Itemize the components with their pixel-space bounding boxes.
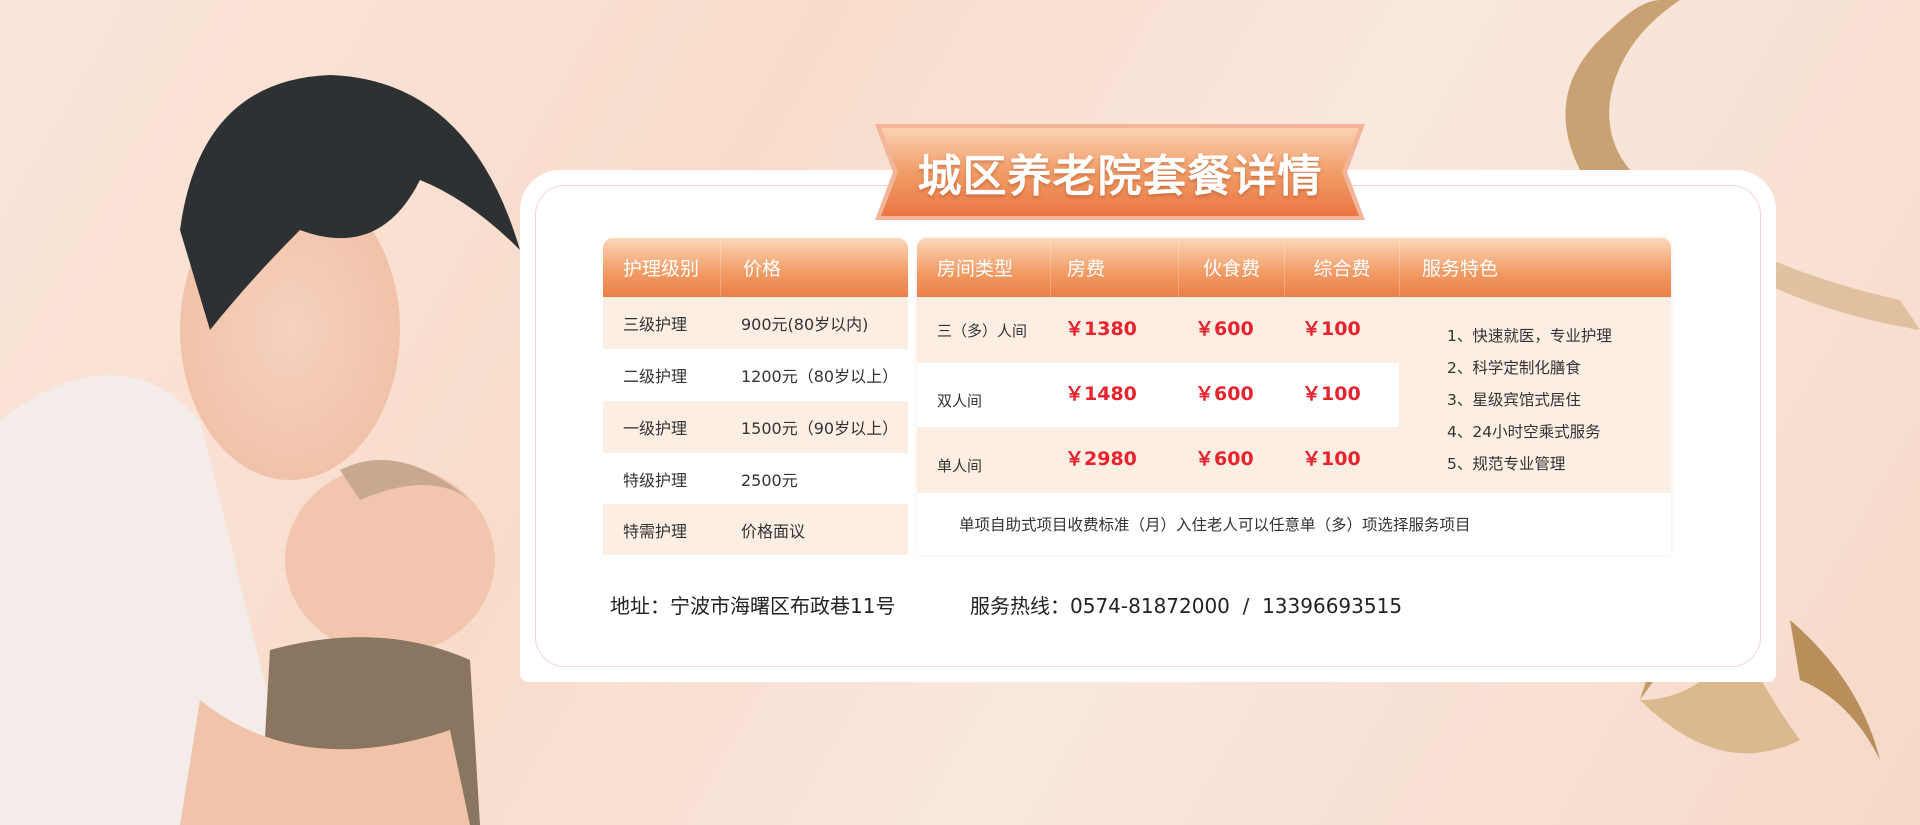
address-text: 地址：宁波市海曙区布政巷11号 <box>610 594 896 618</box>
care-price: 价格面议 <box>741 521 806 541</box>
room-fee: ￥1380 <box>1065 317 1137 340</box>
table-row: 特需护理 价格面议 <box>603 504 908 555</box>
room-type: 单人间 <box>937 456 983 475</box>
header-room-type: 房间类型 <box>937 258 1014 280</box>
room-type: 双人间 <box>937 391 983 410</box>
title-banner <box>875 124 1365 220</box>
hotline-text: 服务热线：0574-81872000 / 13396693515 <box>970 594 1403 618</box>
care-level: 特需护理 <box>623 521 688 541</box>
table-row: 三级护理 900元(80岁以内) <box>603 297 908 349</box>
caregiver-baby-photo <box>0 75 520 825</box>
general-fee: ￥100 <box>1302 382 1361 405</box>
room-type: 三（多）人间 <box>937 321 1028 340</box>
table-row-alt-bg <box>917 363 1399 427</box>
room-fee: ￥2980 <box>1065 447 1137 470</box>
general-fee: ￥100 <box>1302 317 1361 340</box>
table-row: 二级护理 1200元（80岁以上） <box>603 349 908 401</box>
care-level: 三级护理 <box>623 315 688 334</box>
care-price: 1200元（80岁以上） <box>741 367 899 386</box>
room-fee-table: 房间类型 房费 伙食费 综合费 服务特色 三（多）人间 ￥1380 ￥600 ￥… <box>917 238 1671 555</box>
care-level: 一级护理 <box>623 419 688 438</box>
feature-item: 3、星级宾馆式居住 <box>1447 391 1581 409</box>
header-meal-fee: 伙食费 <box>1178 238 1284 297</box>
table-header <box>603 238 908 297</box>
care-price: 2500元 <box>741 470 798 490</box>
meal-fee: ￥600 <box>1195 447 1254 470</box>
service-features-list: 1、快速就医，专业护理 2、科学定制化膳食 3、星级宾馆式居住 4、24小时空乘… <box>1447 320 1612 480</box>
header-general-fee: 综合费 <box>1284 238 1399 297</box>
feature-item: 1、快速就医，专业护理 <box>1447 327 1612 345</box>
care-level-table: 护理级别 价格 三级护理 900元(80岁以内) 二级护理 1200元（80岁以… <box>603 238 908 555</box>
feature-item: 5、规范专业管理 <box>1447 455 1566 473</box>
page-title: 城区养老院套餐详情 <box>917 151 1323 202</box>
service-note: 单项自助式项目收费标准（月）入住老人可以任意单（多）项选择服务项目 <box>917 493 1671 555</box>
care-level: 特级护理 <box>623 470 688 490</box>
table-row: 特级护理 2500元 <box>603 453 908 504</box>
care-price: 900元(80岁以内) <box>741 315 869 334</box>
header-room-fee: 房费 <box>1050 238 1178 297</box>
meal-fee: ￥600 <box>1195 382 1254 405</box>
table-row: 一级护理 1500元（90岁以上） <box>603 401 908 453</box>
care-level: 二级护理 <box>623 367 688 386</box>
header-price: 价格 <box>720 238 908 297</box>
meal-fee: ￥600 <box>1195 317 1254 340</box>
header-care-level: 护理级别 <box>623 258 700 280</box>
feature-item: 2、科学定制化膳食 <box>1447 359 1581 377</box>
room-fee: ￥1480 <box>1065 382 1137 405</box>
general-fee: ￥100 <box>1302 447 1361 470</box>
header-service-features: 服务特色 <box>1399 238 1671 297</box>
care-price: 1500元（90岁以上） <box>741 419 899 438</box>
feature-item: 4、24小时空乘式服务 <box>1447 423 1601 441</box>
table-header <box>917 238 1671 297</box>
